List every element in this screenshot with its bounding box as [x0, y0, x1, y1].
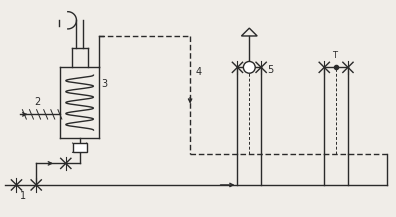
- Bar: [72, 143, 87, 152]
- Text: 1: 1: [21, 191, 27, 201]
- Text: 4: 4: [196, 67, 202, 77]
- Circle shape: [244, 61, 255, 73]
- Text: 5: 5: [267, 65, 273, 75]
- Text: T: T: [332, 51, 337, 59]
- Text: 2: 2: [34, 97, 40, 107]
- Text: 3: 3: [101, 79, 107, 89]
